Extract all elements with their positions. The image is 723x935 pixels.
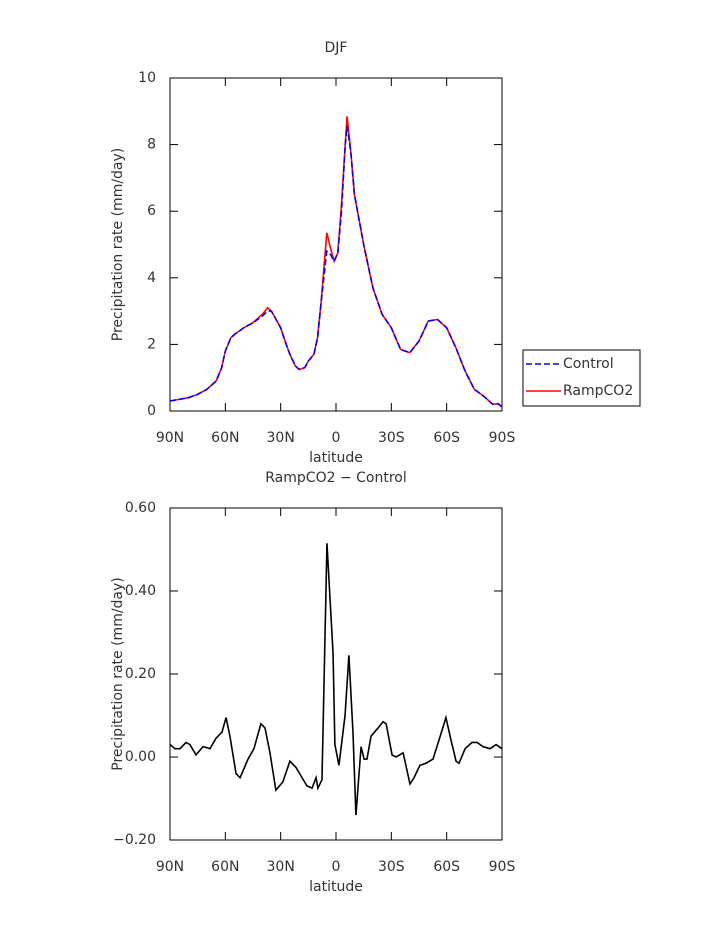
x-tick-label: 30N	[267, 430, 295, 446]
x-tick-label: 0	[332, 430, 341, 446]
x-tick-label: 0	[332, 859, 341, 875]
y-tick-label: 0.60	[125, 500, 156, 516]
x-tick-label: 90S	[489, 430, 516, 446]
y-tick-label: 0.40	[125, 583, 156, 599]
plot-frame	[169, 77, 503, 412]
chart-title: RampCO2 − Control	[265, 470, 406, 486]
legend-box	[522, 349, 641, 407]
y-tick-label: 10	[138, 70, 156, 86]
x-tick-label: 30N	[267, 859, 295, 875]
x-tick-label: 60S	[433, 859, 460, 875]
y-tick-label: 2	[147, 336, 156, 352]
data-line	[169, 543, 503, 816]
x-tick-label: 60N	[211, 430, 239, 446]
legend-label: RampCO2	[563, 383, 633, 399]
data-line	[169, 126, 503, 408]
x-axis-label: latitude	[309, 450, 363, 466]
y-tick-label: 6	[147, 203, 156, 219]
y-tick-label: 0	[147, 403, 156, 419]
x-axis-label: latitude	[309, 879, 363, 895]
x-tick-label: 90N	[156, 430, 184, 446]
x-tick-label: 90S	[489, 859, 516, 875]
x-tick-label: 60N	[211, 859, 239, 875]
plot-frame	[169, 507, 503, 841]
y-axis-label: Precipitation rate (mm/day)	[110, 577, 126, 771]
chart-title: DJF	[325, 40, 348, 56]
x-tick-label: 90N	[156, 859, 184, 875]
legend-label: Control	[563, 356, 614, 372]
y-tick-label: 0.20	[125, 666, 156, 682]
x-tick-label: 30S	[378, 430, 405, 446]
y-tick-label: −0.20	[113, 832, 156, 848]
y-tick-label: 0.00	[125, 749, 156, 765]
y-axis-label: Precipitation rate (mm/day)	[110, 148, 126, 342]
x-tick-label: 60S	[433, 430, 460, 446]
x-tick-label: 30S	[378, 859, 405, 875]
y-tick-label: 8	[147, 137, 156, 153]
data-line	[169, 116, 503, 408]
y-tick-label: 4	[147, 270, 156, 286]
